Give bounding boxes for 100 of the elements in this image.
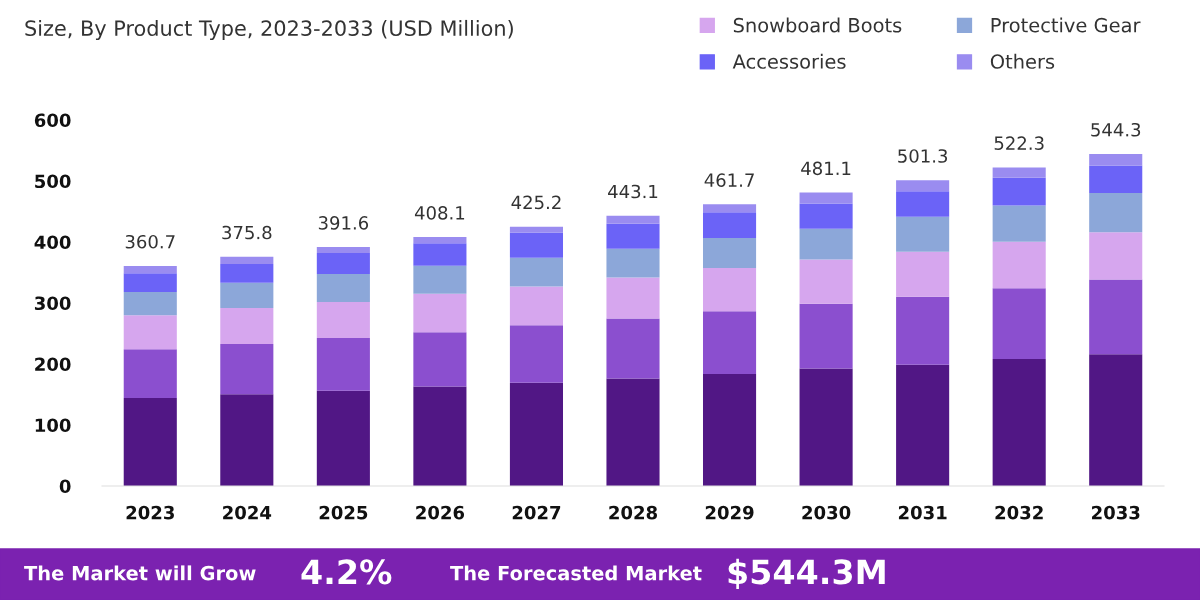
x-tick-label: 2029: [705, 505, 754, 520]
bar: [703, 238, 757, 268]
bar: [799, 228, 853, 260]
bar: [1089, 153, 1143, 166]
bar: [413, 293, 467, 333]
y-tick-label: 300: [34, 296, 71, 311]
text: $544.3M: [728, 558, 885, 589]
bar: [799, 368, 853, 486]
legend-label: Accessories: [732, 53, 846, 69]
y-tick-label: 400: [34, 235, 71, 250]
bar: [896, 364, 950, 486]
bar: [799, 259, 853, 304]
legend-label: Others: [990, 53, 1055, 69]
bar: [1089, 232, 1143, 280]
x-tick-label: 2023: [126, 505, 174, 520]
legend-label: Snowboard Boots: [733, 17, 902, 33]
bar: [606, 215, 660, 224]
bar: [413, 237, 467, 244]
bar: [316, 301, 370, 338]
total-label: 522.3: [994, 136, 1044, 151]
bar: [413, 243, 467, 266]
x-tick-label: 2033: [1092, 505, 1140, 520]
bar: [896, 191, 950, 217]
x-tick-label: 2032: [995, 505, 1043, 520]
bar: [703, 267, 757, 312]
y-tick-label: 0: [59, 479, 71, 494]
bar: [606, 318, 660, 379]
bar: [220, 282, 274, 309]
bar: [1089, 193, 1143, 233]
bar: [509, 325, 563, 383]
bar: [123, 397, 177, 486]
bar: [316, 247, 370, 254]
total-label: 461.7: [704, 173, 754, 187]
bar: [123, 315, 177, 350]
bar: [799, 303, 853, 369]
bar: [509, 257, 563, 287]
bar: [316, 337, 370, 391]
bar: [220, 343, 274, 395]
bar: [316, 390, 370, 486]
x-tick-label: 2028: [609, 505, 658, 520]
y-tick-label: 200: [35, 357, 71, 372]
bar: [992, 177, 1046, 206]
bar: [220, 308, 274, 344]
x-tick-label: 2030: [802, 505, 851, 520]
bar: [1089, 354, 1143, 486]
bar: [703, 212, 757, 239]
bar: [123, 349, 177, 398]
bar: [123, 265, 177, 274]
text: The Market will Grow: [24, 565, 256, 581]
bar: [992, 241, 1046, 289]
bar: [123, 273, 177, 293]
bar: [509, 226, 563, 233]
y-tick-label: 600: [34, 113, 71, 128]
bar: [703, 311, 757, 374]
bar: [992, 167, 1046, 178]
bar: [509, 232, 563, 258]
bar: [992, 358, 1046, 486]
bar: [220, 256, 274, 264]
total-label: 481.1: [801, 161, 851, 176]
bar: [509, 286, 563, 326]
bar: [316, 273, 370, 302]
bar: [896, 216, 950, 252]
total-label: 544.3: [1091, 122, 1141, 137]
bar: [606, 378, 660, 486]
bar: [220, 394, 274, 486]
bar: [316, 253, 370, 274]
bar: [123, 292, 177, 316]
total-label: 375.8: [222, 225, 272, 240]
total-label: 443.1: [608, 184, 658, 199]
bar: [413, 332, 467, 387]
bar: [1089, 279, 1143, 355]
bar: [703, 373, 757, 486]
x-tick-label: 2025: [319, 505, 368, 520]
total-label: 501.3: [898, 149, 948, 163]
x-tick-label: 2024: [223, 505, 272, 520]
bar: [220, 263, 274, 283]
total-label: 408.1: [414, 206, 465, 220]
total-label: 425.2: [511, 195, 561, 210]
bar: [799, 192, 853, 204]
bar: [799, 203, 853, 229]
x-tick-label: 2031: [898, 505, 947, 520]
bar: [413, 265, 467, 294]
chart-subtitle: Size, By Product Type, 2023-2033 (USD Million): [25, 19, 513, 41]
bar: [703, 204, 757, 213]
bar: [992, 205, 1046, 242]
bar: [606, 248, 660, 278]
bar: [413, 386, 467, 486]
bar: [1089, 165, 1143, 194]
y-tick-label: 100: [35, 418, 71, 433]
text: 4.2%: [301, 559, 392, 585]
y-tick-label: 500: [35, 174, 71, 189]
bar: [896, 296, 950, 365]
bar: [896, 251, 950, 297]
total-label: 391.6: [318, 216, 369, 230]
bar: [606, 223, 660, 249]
text: The Forecasted Market: [450, 565, 702, 581]
bar: [896, 180, 950, 192]
bar: [992, 288, 1046, 359]
bar: [606, 277, 660, 319]
legend-label: Protective Gear: [991, 17, 1141, 33]
